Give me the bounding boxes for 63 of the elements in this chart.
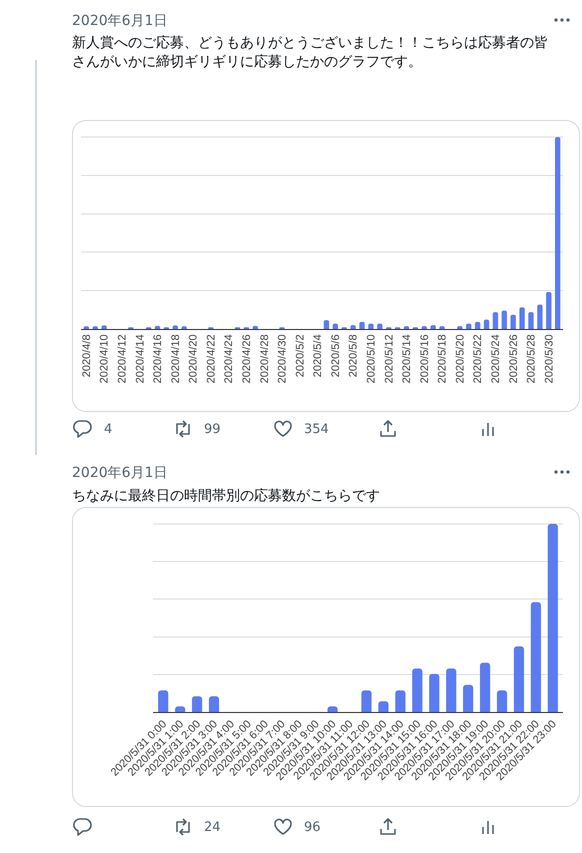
bar (510, 314, 516, 329)
bar (502, 310, 507, 329)
bar (546, 292, 552, 329)
text: 354 (304, 422, 329, 436)
x-tick-label: 2020/5/14 (401, 334, 414, 384)
x-tick-label: 2020/5/30 (543, 334, 556, 384)
bar (480, 662, 490, 712)
text: 2020年6月1日 (72, 12, 168, 30)
x-tick-label: 2020/5/6 (330, 334, 342, 378)
bar (429, 674, 440, 712)
bar (463, 684, 474, 712)
x-tick-label: 2020/5/10 (365, 334, 378, 384)
bar (192, 696, 202, 712)
bar (528, 312, 534, 329)
bar (555, 137, 560, 329)
x-tick-label: 2020/4/20 (188, 334, 200, 384)
bar (158, 690, 168, 712)
x-tick-label: 2020/4/16 (152, 334, 164, 384)
bar (492, 312, 498, 329)
x-tick-label: 2020/4/18 (170, 334, 182, 384)
bar (474, 322, 480, 329)
x-tick-label: 2020/4/10 (98, 334, 111, 384)
x-tick-label: 2020/5/8 (348, 334, 360, 378)
chart-title: ちなみに最終日の時間帯別の応募数がこちらです (72, 487, 381, 506)
chart-title: 新人賞へのご応募、どうもありがとうございました！！こちらは応募者の皆さんがいかに締切ギリギリに応募したかのグラフです。 (72, 34, 549, 72)
x-tick-label: 2020/5/2 (294, 334, 306, 378)
x-tick-label: 2020/4/12 (116, 334, 128, 384)
bar (514, 646, 524, 712)
x-tick-label: 2020/4/26 (240, 334, 253, 384)
x-tick-label: 2020/5/28 (526, 334, 538, 384)
x-tick-label: 2020/5/22 (472, 334, 484, 384)
bar (484, 320, 490, 329)
bar (519, 307, 525, 329)
x-tick-label: 2020/4/30 (276, 334, 289, 384)
x-tick-label: 2020/4/14 (134, 334, 146, 384)
text: 4 (104, 422, 112, 436)
text: 24 (204, 820, 221, 834)
bar (548, 524, 558, 712)
x-tick-label: 2020/5/20 (454, 334, 466, 384)
x-tick-label: 2020/5/26 (508, 334, 520, 384)
x-tick-label: 2020/5/4 (312, 334, 324, 378)
bar (378, 701, 388, 712)
bar (361, 690, 372, 712)
bar (530, 602, 541, 712)
bar (537, 304, 543, 329)
x-tick-label: 2020/4/22 (205, 334, 218, 384)
bar (395, 690, 406, 712)
bar (446, 668, 456, 712)
x-tick-label: 2020/5/12 (383, 334, 396, 384)
bar (324, 320, 330, 329)
bar (359, 322, 365, 329)
x-tick-label: 2020/4/24 (223, 334, 236, 384)
x-tick-label: 2020/5/16 (418, 334, 431, 384)
bar (496, 690, 508, 712)
text: 96 (304, 820, 321, 834)
x-tick-label: 2020/4/28 (258, 334, 271, 384)
bar (412, 668, 422, 712)
text: 99 (204, 422, 221, 436)
x-tick-label: 2020/4/8 (80, 334, 93, 378)
x-tick-label: 2020/5/24 (490, 334, 502, 384)
x-tick-label: 2020/5/18 (436, 334, 449, 384)
bar (208, 696, 220, 712)
text: 2020年6月1日 (72, 464, 168, 482)
